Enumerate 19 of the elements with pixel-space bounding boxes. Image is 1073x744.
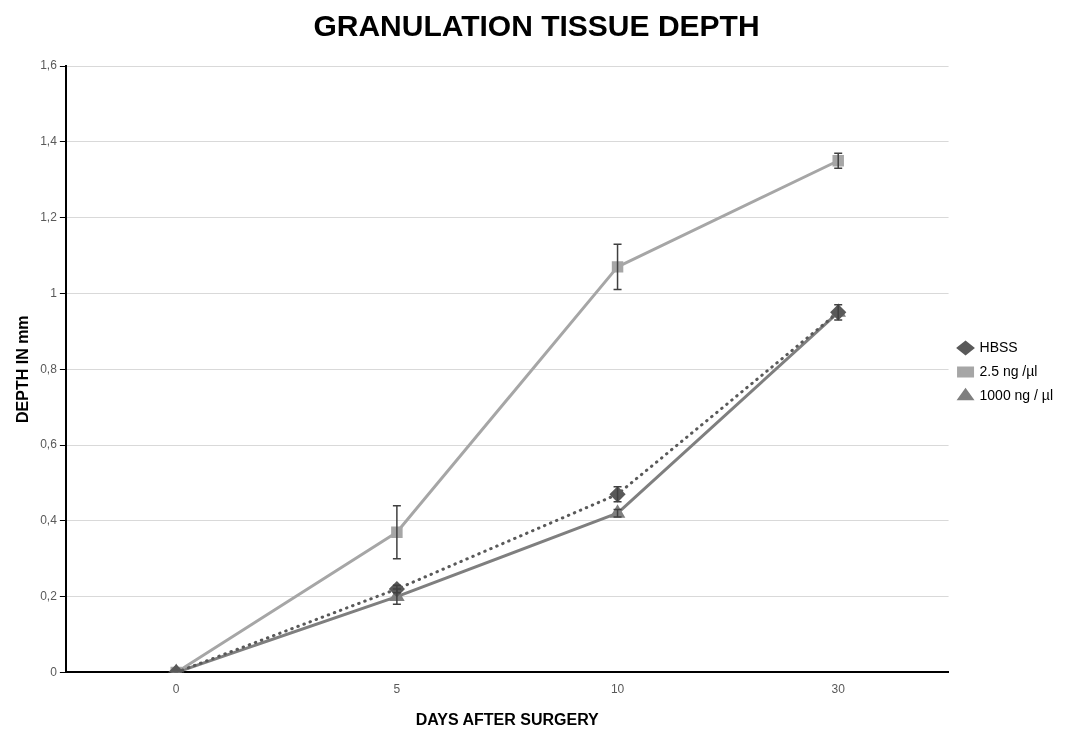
- x-axis-title: DAYS AFTER SURGERY: [415, 710, 600, 728]
- y-tick-label: 1,6: [40, 58, 58, 73]
- y-tick-label: 1,2: [40, 209, 58, 224]
- legend-label: HBSS: [979, 338, 1018, 355]
- chart-title: GRANULATION TISSUE DEPTH: [313, 9, 760, 43]
- y-tick-label: 0,6: [40, 437, 58, 452]
- legend-label: 1000 ng / µl: [979, 386, 1053, 403]
- y-tick-label: 1: [50, 285, 58, 300]
- x-tick-label: 30: [831, 681, 846, 696]
- y-tick-label: 0,8: [40, 361, 58, 376]
- y-tick-label: 0: [50, 664, 58, 679]
- y-axis-title: DEPTH IN mm: [14, 315, 32, 423]
- x-tick-label: 0: [172, 681, 180, 696]
- x-tick-label: 10: [610, 681, 625, 696]
- y-tick-label: 0,2: [40, 588, 58, 603]
- x-tick-label: 5: [393, 681, 401, 696]
- y-tick-label: 0,4: [40, 513, 58, 528]
- y-tick-label: 1,4: [40, 134, 58, 149]
- legend-label: 2.5 ng /µl: [979, 362, 1038, 379]
